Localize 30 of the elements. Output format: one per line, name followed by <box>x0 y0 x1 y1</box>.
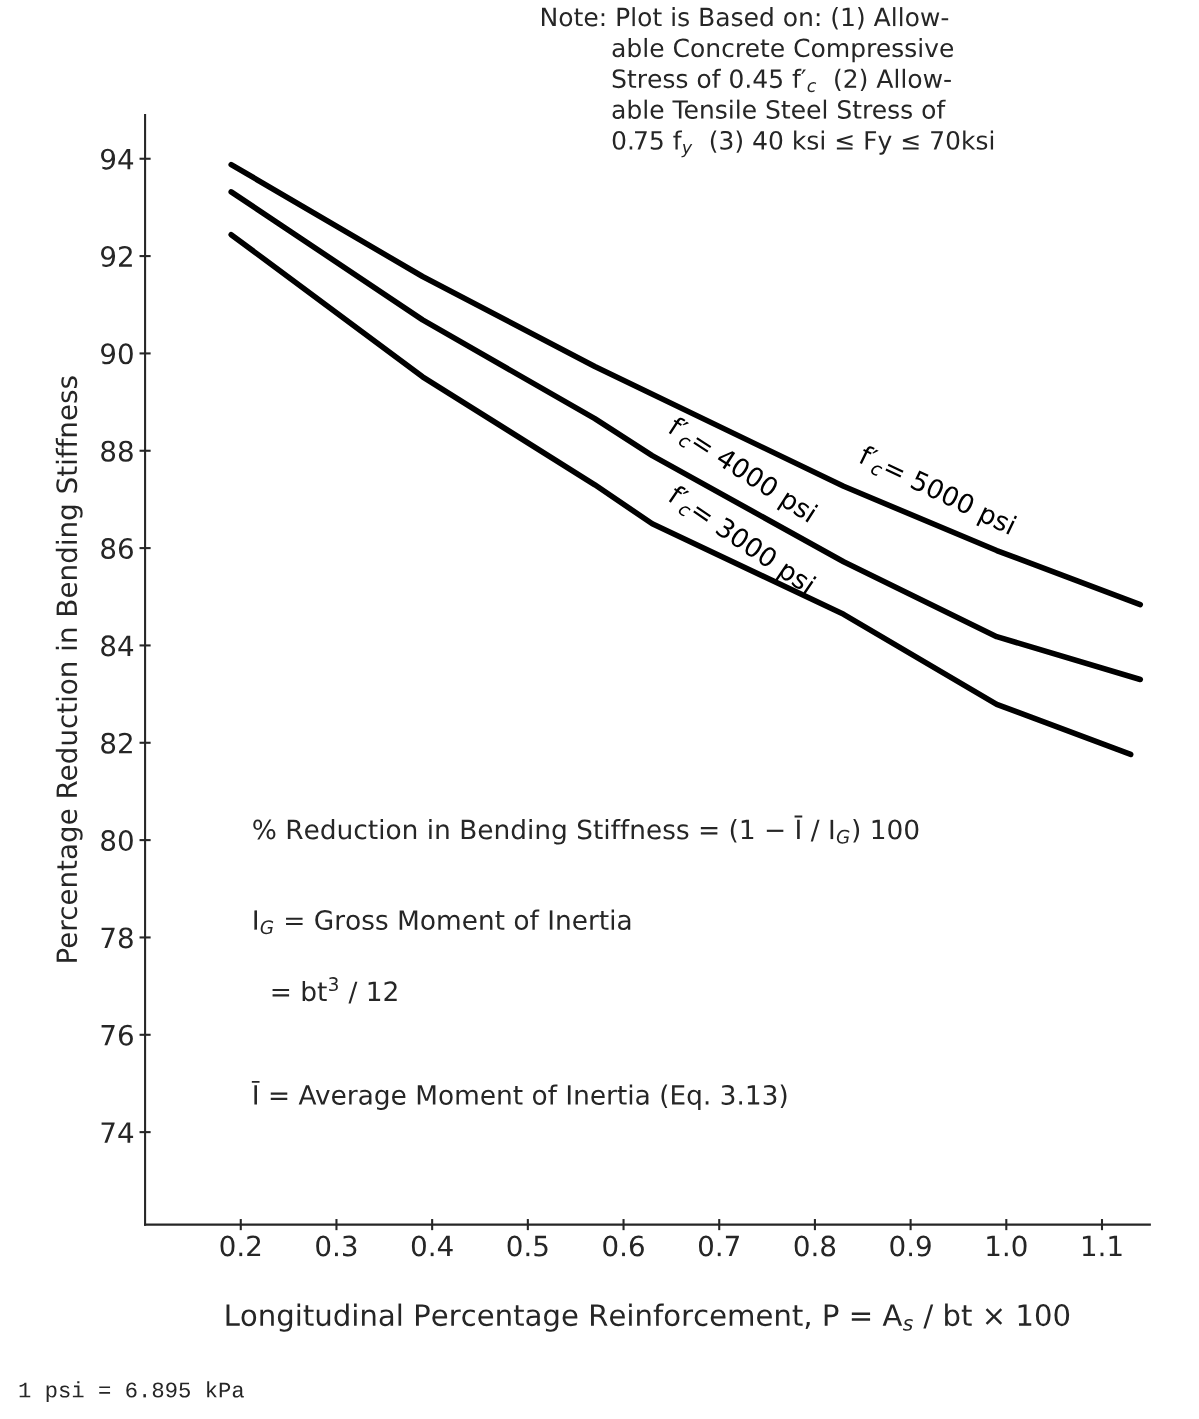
y-tick-label: 86 <box>101 538 133 560</box>
x-axis-title: Longitudinal Percentage Reinforcement, P = A$_{s}$ / bt × 100 <box>226 1303 1070 1332</box>
x-tick-label: 0.4 <box>411 1235 453 1257</box>
y-tick-label: 74 <box>101 1122 134 1143</box>
y-tick-label: 88 <box>101 440 133 462</box>
x-tick-label: 0.3 <box>316 1235 357 1257</box>
y-tick-label: 84 <box>101 635 134 657</box>
y-tick-label: 80 <box>101 830 133 852</box>
text: Note: Plot is Based on: (1) Allow- able Concrete Compressive Stress of 0.45 f′$_{c}$ (2) Allow- able Tensile Steel Stress of 0.75 f$_{y}$ (3) 40 ksi ≤ Fy ≤ 70ksi <box>542 7 994 158</box>
annotation: Ī = Average Moment of Inertia (Eq. 3.13) <box>251 1080 787 1111</box>
annotation: = bt$^{3}$ / 12 <box>272 977 397 1004</box>
x-tick-label: 0.7 <box>698 1235 739 1257</box>
x-tick-label: 1.1 <box>1082 1235 1122 1257</box>
x-tick-label: 0.9 <box>890 1235 931 1257</box>
y-tick-label: 90 <box>101 343 133 365</box>
y-tick-label: 82 <box>101 732 132 754</box>
x-tick-label: 1.0 <box>987 1235 1027 1257</box>
y-tick-label: 92 <box>101 246 132 268</box>
text: 1 psi = 6.895 kPa <box>19 1381 244 1402</box>
text: f′$_{c}$= 5000 psi <box>855 444 1018 540</box>
y-tick-label: 78 <box>101 927 133 949</box>
y-axis-title: Percentage Reduction in Bending Stiffness <box>55 376 83 962</box>
x-tick-label: 0.2 <box>220 1235 261 1257</box>
x-tick-label: 0.6 <box>603 1235 644 1257</box>
annotation: I$_{G}$ = Gross Moment of Inertia <box>254 909 631 935</box>
x-tick-label: 0.8 <box>794 1235 836 1257</box>
y-tick-label: 94 <box>101 148 134 170</box>
x-tick-label: 0.5 <box>507 1235 548 1257</box>
y-tick-label: 76 <box>101 1024 133 1046</box>
annotation: % Reduction in Bending Stiffness = (1 − Ī / I$_{G}$) 100 <box>253 815 919 845</box>
